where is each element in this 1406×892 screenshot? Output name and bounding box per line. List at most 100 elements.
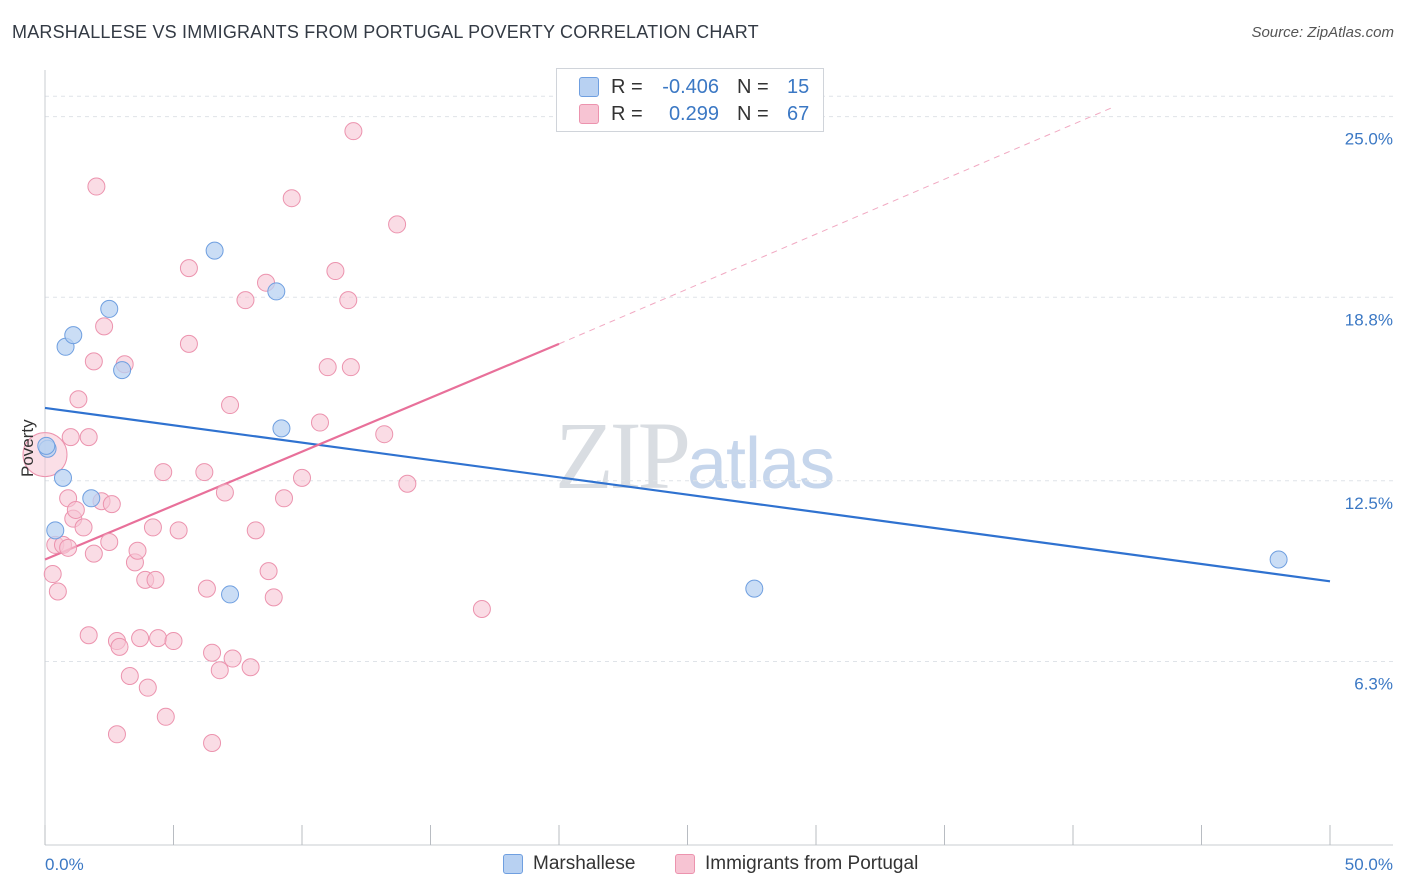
trend-line-portugal: [44, 342, 560, 561]
data-point-portugal: [69, 390, 88, 409]
data-point-marshallese: [745, 579, 764, 598]
data-point-portugal: [293, 468, 311, 487]
data-point-portugal: [236, 291, 255, 310]
legend-swatch-pink: [579, 104, 599, 124]
data-point-portugal: [74, 518, 93, 537]
data-point-portugal: [344, 122, 363, 141]
data-point-portugal: [388, 215, 407, 234]
data-point-portugal: [149, 629, 168, 648]
axes: [44, 70, 1393, 846]
data-point-portugal: [339, 291, 358, 310]
data-point-portugal: [282, 189, 301, 208]
x-tick-label: 0.0%: [45, 855, 84, 874]
data-point-portugal: [43, 565, 62, 584]
correlation-legend: R = -0.406 N = 15 R = 0.299 N = 67: [556, 68, 824, 132]
y-tick-label: 12.5%: [1345, 494, 1393, 513]
data-point-portugal: [110, 637, 129, 656]
legend-swatch-blue: [503, 854, 523, 874]
x-tick-label: 50.0%: [1345, 855, 1393, 874]
trend-line-portugal-extension: [558, 107, 1112, 345]
data-point-marshallese: [221, 585, 240, 604]
data-point-portugal: [264, 588, 283, 607]
legend-swatch-blue: [579, 77, 599, 97]
data-point-marshallese: [100, 299, 119, 318]
data-point-portugal: [61, 428, 80, 447]
data-point-marshallese: [205, 241, 224, 260]
trend-lines: [44, 107, 1331, 583]
data-point-portugal: [246, 521, 265, 540]
data-point-marshallese: [113, 361, 132, 380]
data-point-portugal: [221, 396, 240, 415]
data-point-portugal: [275, 489, 294, 508]
data-point-portugal: [79, 428, 98, 447]
data-point-portugal: [84, 352, 103, 371]
data-point-portugal: [143, 518, 162, 537]
data-point-portugal: [203, 643, 222, 662]
data-point-portugal: [48, 582, 67, 601]
legend-series-name: Marshallese: [533, 853, 636, 874]
data-point-portugal: [223, 649, 242, 668]
data-point-portugal: [203, 734, 222, 753]
legend-n-label: N =: [737, 75, 769, 98]
legend-n-label: N =: [737, 102, 769, 125]
data-point-portugal: [100, 532, 119, 551]
data-point-portugal: [310, 413, 329, 432]
data-point-portugal: [120, 667, 139, 686]
data-point-portugal: [131, 629, 150, 648]
data-point-portugal: [215, 483, 234, 502]
bottom-legend-portugal: Immigrants from Portugal: [675, 851, 918, 877]
data-point-portugal: [179, 259, 198, 278]
data-point-portugal: [164, 632, 183, 651]
data-point-portugal: [326, 262, 345, 281]
data-point-portugal: [66, 500, 85, 519]
data-point-marshallese: [267, 282, 286, 301]
data-point-portugal: [259, 562, 278, 581]
bottom-legend-marshallese: Marshallese: [503, 851, 635, 877]
legend-series-name: Immigrants from Portugal: [705, 853, 919, 874]
data-point-portugal: [195, 463, 214, 482]
data-point-portugal: [102, 495, 121, 514]
watermark-sub: atlas: [687, 424, 835, 504]
legend-row-portugal: R = 0.299 N = 67: [579, 102, 809, 126]
data-point-portugal: [341, 358, 360, 377]
legend-r-label: R =: [611, 75, 643, 98]
chart-title: MARSHALLESE VS IMMIGRANTS FROM PORTUGAL …: [12, 22, 759, 42]
data-point-portugal: [398, 474, 417, 493]
data-point-portugal: [128, 541, 147, 560]
data-point-portugal: [179, 334, 198, 353]
data-point-marshallese: [64, 326, 83, 345]
data-point-marshallese: [1269, 550, 1288, 569]
data-point-portugal: [107, 725, 126, 744]
legend-r-value: -0.406: [662, 75, 719, 98]
data-point-portugal: [87, 177, 106, 196]
data-point-portugal: [318, 358, 337, 377]
data-point-portugal: [472, 600, 491, 619]
legend-row-marshallese: R = -0.406 N = 15: [579, 75, 809, 99]
data-point-portugal: [375, 425, 394, 444]
data-point-portugal: [156, 707, 175, 726]
legend-swatch-pink: [675, 854, 695, 874]
tick-labels: 6.3% 12.5% 18.8% 25.0% 0.0% 50.0%: [45, 130, 1393, 874]
legend-r-label: R =: [611, 102, 643, 125]
legend-n-value: 15: [787, 75, 810, 98]
data-point-portugal: [169, 521, 188, 540]
data-point-portugal: [79, 626, 98, 645]
y-tick-label: 25.0%: [1345, 130, 1393, 149]
y-tick-label: 18.8%: [1345, 310, 1393, 329]
y-tick-label: 6.3%: [1354, 674, 1393, 693]
data-point-marshallese: [46, 521, 65, 540]
data-point-portugal: [197, 579, 216, 598]
data-points: [22, 122, 1288, 753]
legend-r-value: 0.299: [668, 102, 719, 125]
data-point-portugal: [241, 658, 260, 677]
legend-n-value: 67: [787, 102, 810, 125]
data-point-portugal: [138, 678, 157, 697]
data-point-marshallese: [53, 468, 72, 487]
y-axis-label: Poverty: [18, 419, 38, 477]
data-point-portugal: [95, 317, 114, 336]
data-point-marshallese: [272, 419, 291, 438]
data-point-portugal: [154, 463, 173, 482]
data-point-portugal: [84, 544, 103, 563]
data-point-portugal: [146, 570, 165, 589]
